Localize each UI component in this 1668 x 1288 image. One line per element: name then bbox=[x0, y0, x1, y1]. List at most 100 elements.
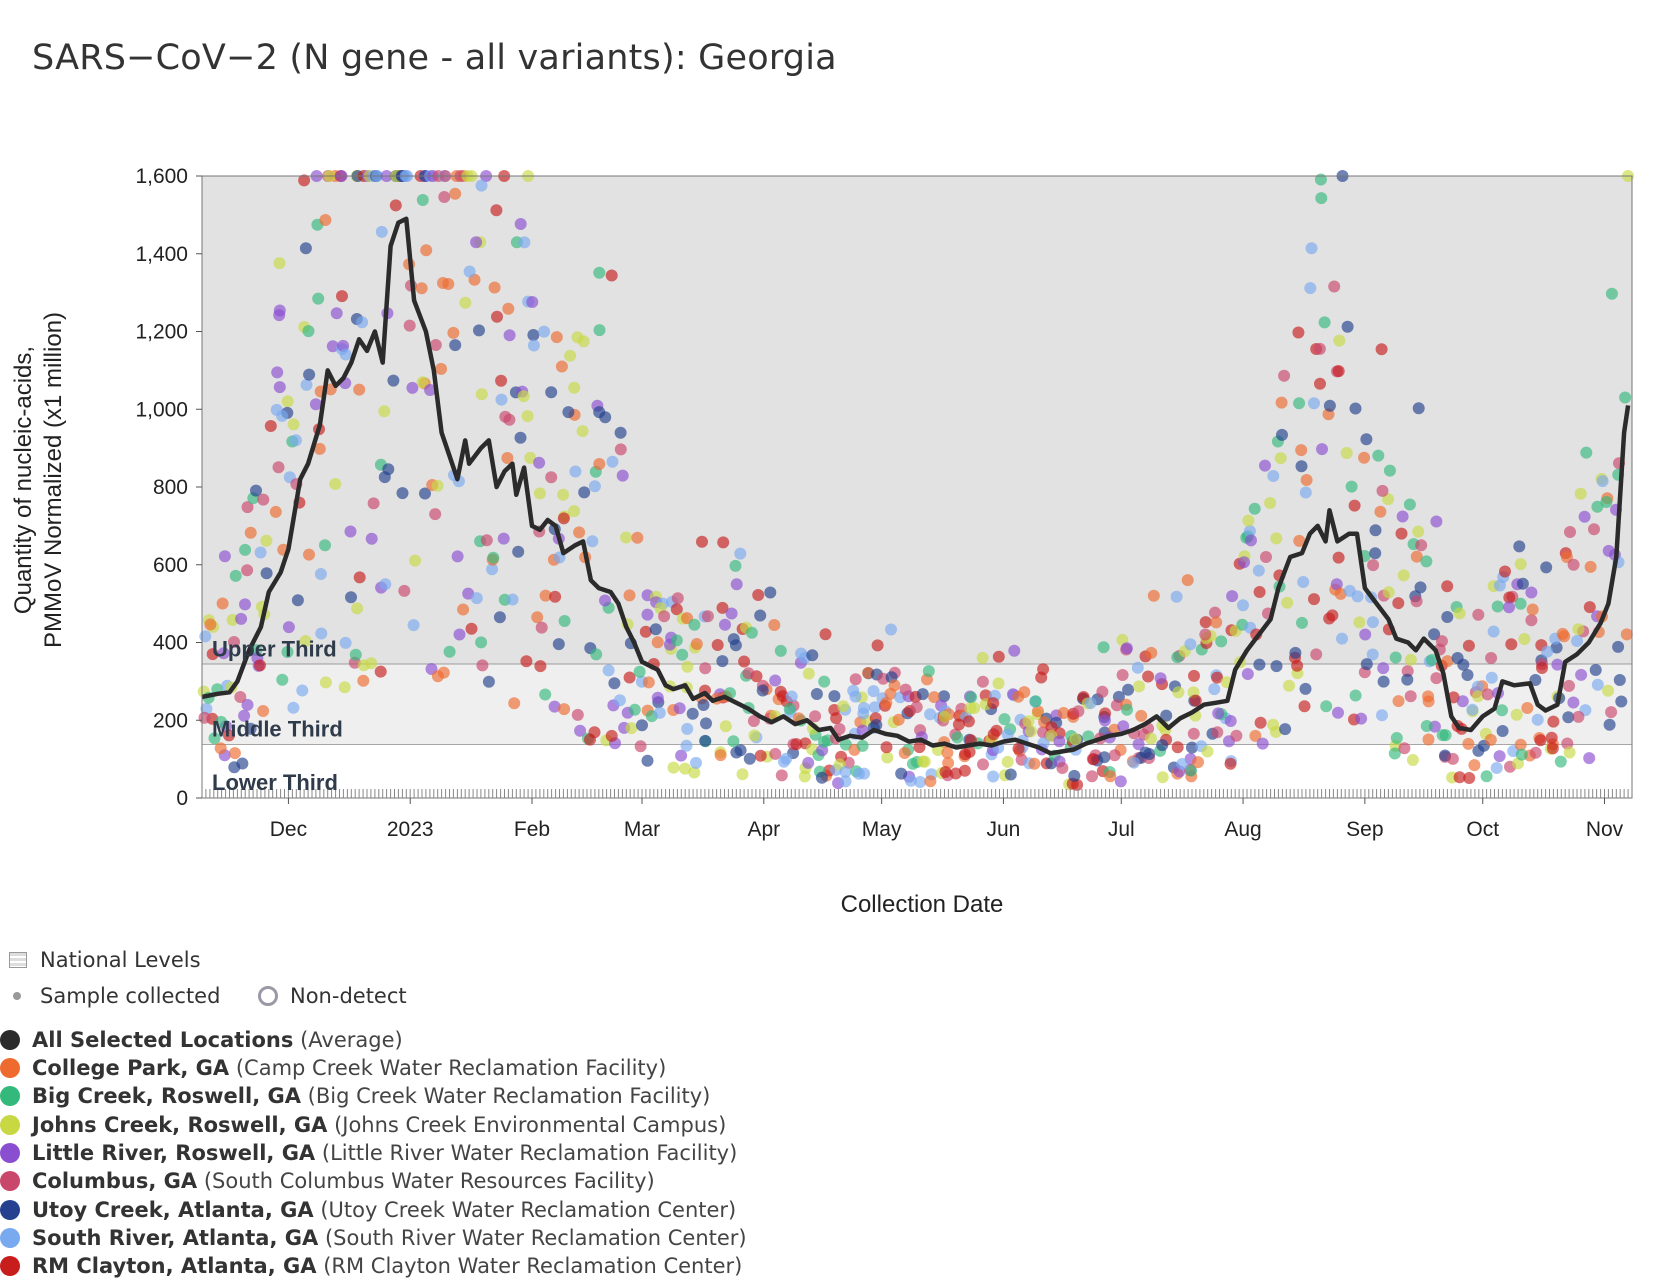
sample-point bbox=[416, 194, 429, 206]
sample-point bbox=[1154, 672, 1167, 685]
sample-point bbox=[1181, 574, 1194, 587]
sample-point bbox=[1410, 595, 1423, 608]
sample-point bbox=[349, 648, 362, 661]
sample-point bbox=[1299, 486, 1312, 499]
sample-point bbox=[276, 409, 289, 422]
non-detect-icon bbox=[258, 986, 278, 1006]
sample-point bbox=[1503, 591, 1516, 604]
sample-point bbox=[1035, 671, 1048, 684]
sample-point bbox=[389, 199, 402, 212]
sample-point bbox=[719, 720, 732, 733]
sample-point bbox=[1461, 669, 1474, 681]
sample-point bbox=[1505, 638, 1518, 651]
sample-point bbox=[631, 531, 644, 544]
sample-point bbox=[568, 505, 581, 518]
sample-point bbox=[1293, 397, 1306, 410]
sample-point bbox=[868, 701, 881, 714]
sample-point bbox=[675, 749, 688, 762]
sample-point bbox=[1237, 599, 1249, 612]
average-dot-icon bbox=[0, 1030, 20, 1050]
sample-point bbox=[257, 493, 270, 506]
sample-point bbox=[1341, 320, 1354, 333]
x-tick-label: May bbox=[862, 818, 902, 841]
y-tick-label: 400 bbox=[153, 632, 188, 655]
sample-point bbox=[1389, 651, 1402, 664]
sample-point bbox=[1441, 580, 1454, 593]
sample-point bbox=[916, 755, 929, 768]
sample-point bbox=[198, 711, 211, 724]
sample-point bbox=[223, 729, 235, 742]
sample-point bbox=[818, 675, 831, 688]
sample-point bbox=[839, 775, 852, 788]
sample-point bbox=[1572, 623, 1585, 636]
sample-point bbox=[738, 655, 751, 668]
sample-point bbox=[613, 694, 626, 707]
sample-point bbox=[1143, 748, 1156, 760]
sample-point bbox=[503, 329, 516, 342]
sample-point bbox=[521, 410, 534, 423]
sample-point bbox=[1156, 771, 1169, 784]
sample-point bbox=[1295, 460, 1308, 473]
sample-point bbox=[914, 776, 927, 788]
legend-site-facility: (South River Water Reclamation Center) bbox=[324, 1225, 747, 1250]
sample-point bbox=[764, 586, 777, 599]
sample-point bbox=[1053, 735, 1066, 748]
sample-point bbox=[1313, 342, 1326, 355]
sample-point bbox=[898, 747, 911, 759]
sample-point bbox=[1098, 751, 1111, 764]
sample-point bbox=[216, 597, 229, 610]
sample-point bbox=[754, 609, 767, 622]
site-color-dot-icon bbox=[0, 1199, 20, 1220]
sample-point bbox=[315, 627, 328, 640]
sample-point bbox=[951, 731, 964, 744]
sample-point bbox=[497, 532, 510, 545]
sample-point bbox=[1120, 642, 1133, 655]
sample-point bbox=[303, 548, 315, 561]
sample-point bbox=[922, 665, 935, 678]
sample-point bbox=[719, 618, 731, 631]
sample-point bbox=[437, 666, 450, 679]
sample-point bbox=[1086, 770, 1098, 783]
sample-point bbox=[449, 187, 462, 200]
sample-point bbox=[1349, 689, 1362, 702]
sample-point bbox=[952, 718, 965, 731]
sample-point bbox=[475, 179, 488, 192]
x-axis-title: Collection Date bbox=[841, 891, 1004, 918]
sample-point bbox=[701, 610, 714, 623]
sample-point bbox=[736, 768, 749, 781]
sample-point bbox=[849, 690, 862, 703]
sample-point bbox=[1360, 433, 1373, 446]
sample-point bbox=[465, 622, 478, 635]
legend-average-name: All Selected Locations bbox=[32, 1028, 294, 1052]
sample-point bbox=[680, 739, 693, 752]
sample-point bbox=[1212, 707, 1225, 720]
band-label-1: Middle Third bbox=[212, 717, 343, 742]
sample-point bbox=[729, 559, 742, 572]
sample-point bbox=[486, 563, 499, 576]
sample-point bbox=[1496, 725, 1509, 737]
sample-point bbox=[429, 508, 442, 521]
sample-point bbox=[1583, 752, 1596, 765]
sample-point bbox=[356, 316, 369, 329]
sample-point bbox=[506, 593, 519, 606]
sample-point bbox=[1513, 540, 1526, 553]
sample-point bbox=[690, 756, 702, 769]
sample-point bbox=[447, 326, 460, 339]
sample-point bbox=[545, 471, 558, 484]
sample-point bbox=[1274, 452, 1287, 465]
sample-point bbox=[1355, 712, 1368, 725]
y-tick-label: 1,400 bbox=[135, 243, 188, 266]
sample-point bbox=[1471, 680, 1484, 693]
sample-point bbox=[539, 589, 552, 602]
sample-point bbox=[524, 451, 537, 464]
sample-point bbox=[1596, 475, 1609, 488]
sample-point bbox=[1211, 726, 1224, 739]
sample-point bbox=[1412, 525, 1425, 538]
y-tick-label: 1,000 bbox=[135, 398, 188, 421]
sample-point bbox=[1199, 628, 1212, 641]
sample-point bbox=[329, 478, 342, 490]
sample-point bbox=[549, 590, 562, 603]
sample-point bbox=[1281, 596, 1294, 609]
sample-point bbox=[420, 244, 433, 257]
average-line bbox=[201, 216, 1631, 756]
